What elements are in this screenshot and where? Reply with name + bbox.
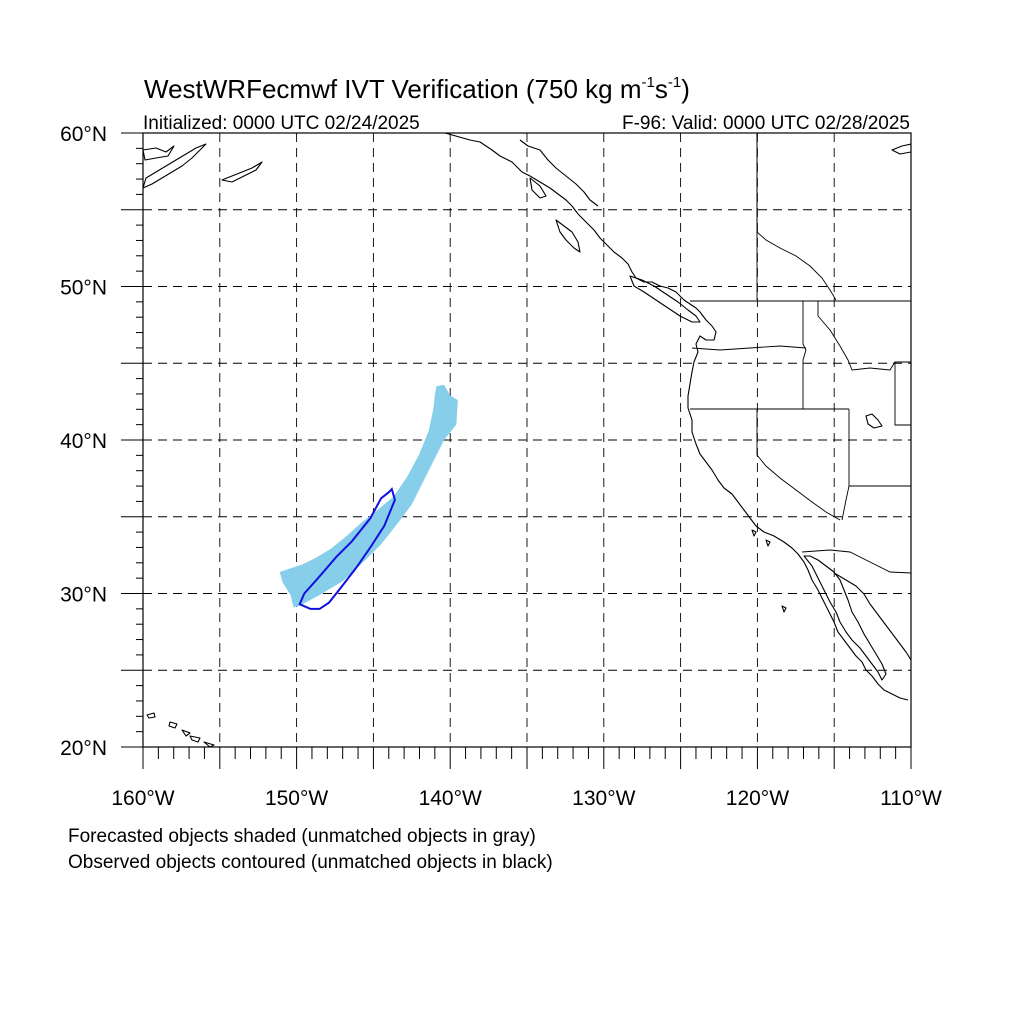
initialized-label: Initialized: 0000 UTC 02/24/2025 — [143, 113, 420, 134]
valid-label: F-96: Valid: 0000 UTC 02/28/2025 — [622, 113, 910, 134]
observed-object-contour — [298, 487, 396, 610]
grid-lines — [143, 133, 911, 747]
state-boundaries — [690, 133, 911, 574]
lon-label: 140°W — [419, 787, 482, 810]
lon-label: 150°W — [265, 787, 328, 810]
tick-marks — [121, 132, 912, 769]
latitude-labels: 60°N 50°N 40°N 30°N 20°N — [60, 123, 107, 760]
lat-label: 40°N — [60, 430, 107, 453]
forecast-object — [279, 384, 458, 608]
observed-note: Observed objects contoured (unmatched ob… — [68, 852, 553, 873]
lon-label: 130°W — [572, 787, 635, 810]
lat-label: 60°N — [60, 123, 107, 146]
lat-label: 20°N — [60, 737, 107, 760]
lat-label: 50°N — [60, 277, 107, 300]
coastlines — [143, 133, 911, 747]
lon-label: 120°W — [726, 787, 789, 810]
longitude-labels: 160°W 150°W 140°W 130°W 120°W 110°W — [111, 787, 942, 810]
map-area — [143, 133, 911, 747]
lat-label: 30°N — [60, 584, 107, 607]
lon-label: 110°W — [880, 787, 942, 810]
map-title: WestWRFecmwf IVT Verification (750 kg m-… — [144, 74, 690, 104]
lon-label: 160°W — [111, 787, 174, 810]
forecast-note: Forecasted objects shaded (unmatched obj… — [68, 826, 536, 847]
